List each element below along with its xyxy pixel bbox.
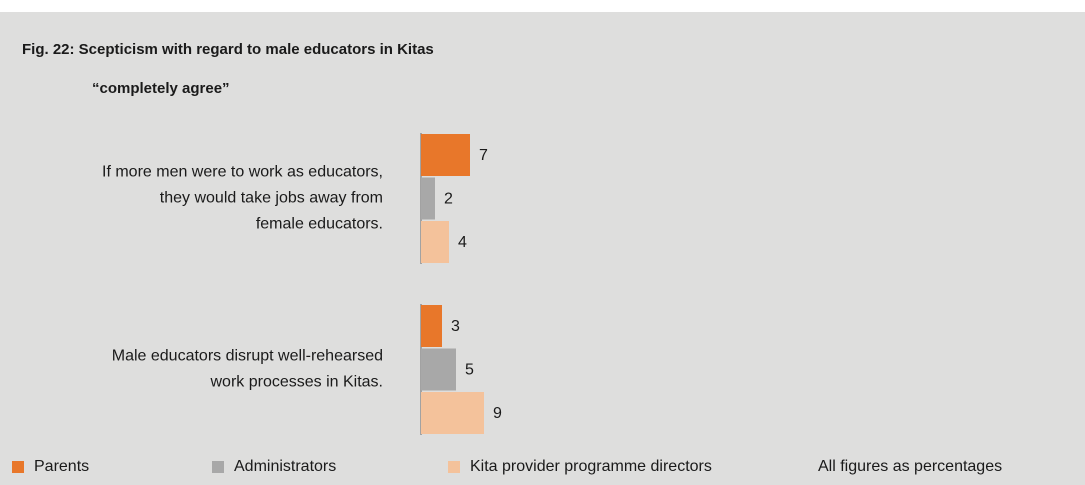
legend-swatch xyxy=(448,461,460,473)
value-label: 7 xyxy=(479,147,488,164)
value-label: 5 xyxy=(465,362,474,379)
value-label: 9 xyxy=(493,405,502,422)
legend-label: Administrators xyxy=(234,458,336,475)
category-label: If more men were to work as educators, xyxy=(102,164,383,181)
bar xyxy=(421,134,470,176)
bar xyxy=(421,392,484,434)
category-label: work processes in Kitas. xyxy=(209,374,383,391)
category-label: female educators. xyxy=(256,216,383,233)
legend-label: Parents xyxy=(34,458,89,475)
chart-subtitle: “completely agree” xyxy=(92,80,230,97)
note: All figures as percentages xyxy=(818,458,1002,475)
bar xyxy=(421,305,442,347)
chart-title: Fig. 22: Scepticism with regard to male … xyxy=(22,41,434,58)
bar xyxy=(421,177,435,220)
value-label: 3 xyxy=(451,318,460,335)
category-label: they would take jobs away from xyxy=(160,190,383,207)
legend-swatch xyxy=(12,461,24,473)
bar xyxy=(421,348,456,391)
bar xyxy=(421,221,449,263)
value-label: 2 xyxy=(444,191,453,208)
legend-label: Kita provider programme directors xyxy=(470,458,712,475)
category-label: Male educators disrupt well-rehearsed xyxy=(112,348,383,365)
legend-swatch xyxy=(212,461,224,473)
value-label: 4 xyxy=(458,234,467,251)
background xyxy=(0,12,1085,485)
